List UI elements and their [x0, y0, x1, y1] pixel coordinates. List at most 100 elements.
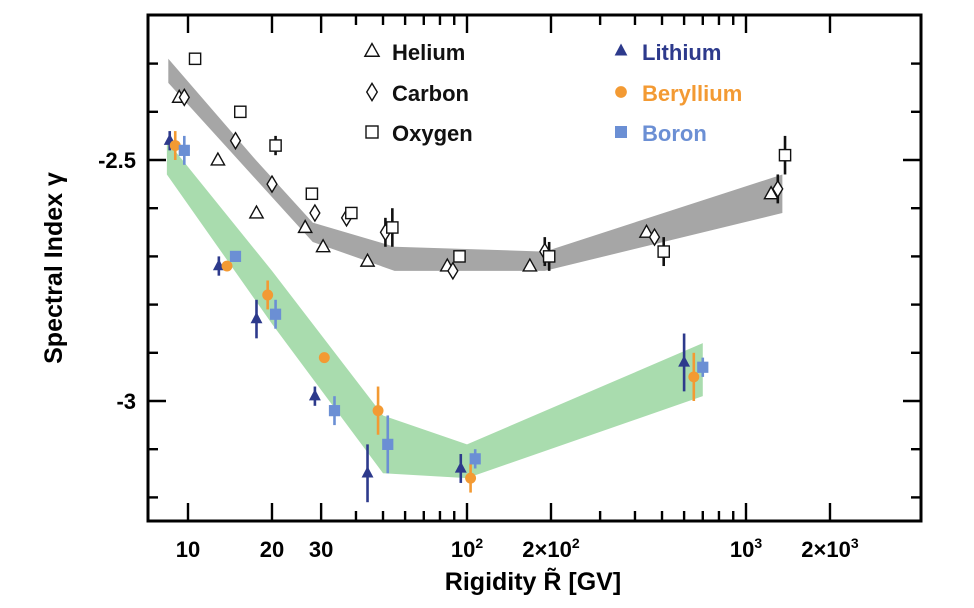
data-point — [469, 449, 481, 469]
legend-label: Lithium — [642, 40, 721, 65]
marker — [678, 355, 691, 367]
marker — [522, 257, 538, 272]
x-tick-label: 2×103 — [801, 535, 859, 562]
data-point — [638, 223, 655, 238]
data-point — [657, 237, 670, 267]
marker — [614, 43, 628, 56]
marker — [269, 308, 282, 320]
marker — [178, 87, 191, 107]
data-points — [163, 52, 792, 503]
data-point — [447, 261, 459, 281]
data-point — [361, 444, 374, 503]
marker — [250, 312, 263, 324]
data-point — [454, 454, 467, 483]
series-boron — [178, 135, 709, 474]
marker — [772, 179, 784, 199]
data-point — [678, 333, 691, 392]
x-tick-label: 103 — [730, 535, 762, 562]
data-point — [210, 151, 226, 166]
marker — [697, 361, 709, 373]
legend-item-helium: Helium — [363, 40, 465, 65]
legend-item-lithium: Lithium — [614, 40, 721, 65]
data-point — [688, 352, 700, 401]
data-point — [772, 174, 784, 204]
marker — [297, 219, 314, 234]
marker — [454, 461, 467, 473]
legend-item-beryllium: Beryllium — [615, 81, 742, 106]
legend-item-carbon: Carbon — [365, 81, 469, 106]
x-tick-label: 20 — [260, 537, 284, 562]
data-point — [269, 299, 282, 329]
marker — [359, 252, 376, 267]
marker — [386, 221, 399, 234]
marker — [615, 126, 627, 138]
axis-ticks — [148, 15, 921, 521]
marker — [315, 238, 331, 253]
marker — [363, 42, 381, 57]
marker — [229, 250, 242, 262]
data-point — [229, 250, 242, 262]
data-point — [262, 280, 274, 310]
y-tick-label: -3 — [116, 389, 136, 414]
marker — [229, 131, 242, 151]
series-beryllium — [169, 131, 700, 493]
data-point — [178, 135, 190, 165]
tick-labels: 10 20 30 102 2×102 103 2×103 -2.5 -3 — [98, 148, 859, 562]
marker — [648, 227, 661, 247]
marker — [638, 223, 655, 238]
data-point — [522, 257, 538, 272]
data-point — [221, 260, 233, 272]
y-axis-label: Spectral Index γ — [40, 172, 68, 364]
data-point — [465, 463, 477, 493]
data-point — [386, 208, 399, 247]
data-point — [178, 87, 191, 107]
x-tick-label: 10 — [176, 537, 200, 562]
data-point — [229, 131, 242, 151]
marker — [365, 82, 379, 102]
data-point — [648, 227, 661, 247]
marker — [542, 250, 556, 263]
legend-label: Carbon — [392, 81, 469, 106]
series-oxygen — [188, 52, 792, 271]
marker — [328, 405, 341, 417]
data-point — [315, 238, 331, 253]
data-point — [309, 203, 321, 223]
data-point — [297, 219, 314, 234]
data-point — [318, 352, 330, 364]
marker — [269, 139, 282, 152]
legend-label: Beryllium — [642, 81, 742, 106]
data-point — [305, 187, 319, 201]
marker — [248, 204, 265, 219]
marker — [188, 52, 202, 66]
data-point — [778, 135, 792, 175]
marker — [221, 260, 233, 272]
x-tick-label: 102 — [451, 535, 483, 562]
data-point — [542, 241, 556, 271]
x-tick-label: 30 — [309, 537, 333, 562]
data-point — [345, 206, 358, 220]
y-tick-label: -2.5 — [98, 148, 136, 173]
marker — [305, 187, 319, 201]
data-point — [453, 250, 466, 263]
data-point — [188, 52, 202, 66]
marker — [657, 245, 670, 258]
marker — [266, 174, 278, 194]
legend-label: Helium — [392, 40, 465, 65]
marker — [309, 203, 321, 223]
data-point — [372, 386, 384, 435]
legend-item-boron: Boron — [615, 121, 707, 146]
data-point — [308, 386, 321, 406]
marker — [688, 371, 700, 383]
marker — [465, 472, 477, 484]
data-point — [234, 105, 247, 119]
marker — [453, 250, 466, 263]
x-axis-label: Rigidity R̃ [GV] — [445, 567, 621, 596]
data-point — [266, 174, 278, 194]
marker — [361, 466, 374, 478]
marker — [778, 148, 792, 162]
marker — [469, 453, 481, 465]
data-point — [169, 131, 181, 160]
data-point — [697, 357, 709, 377]
marker — [210, 151, 226, 166]
